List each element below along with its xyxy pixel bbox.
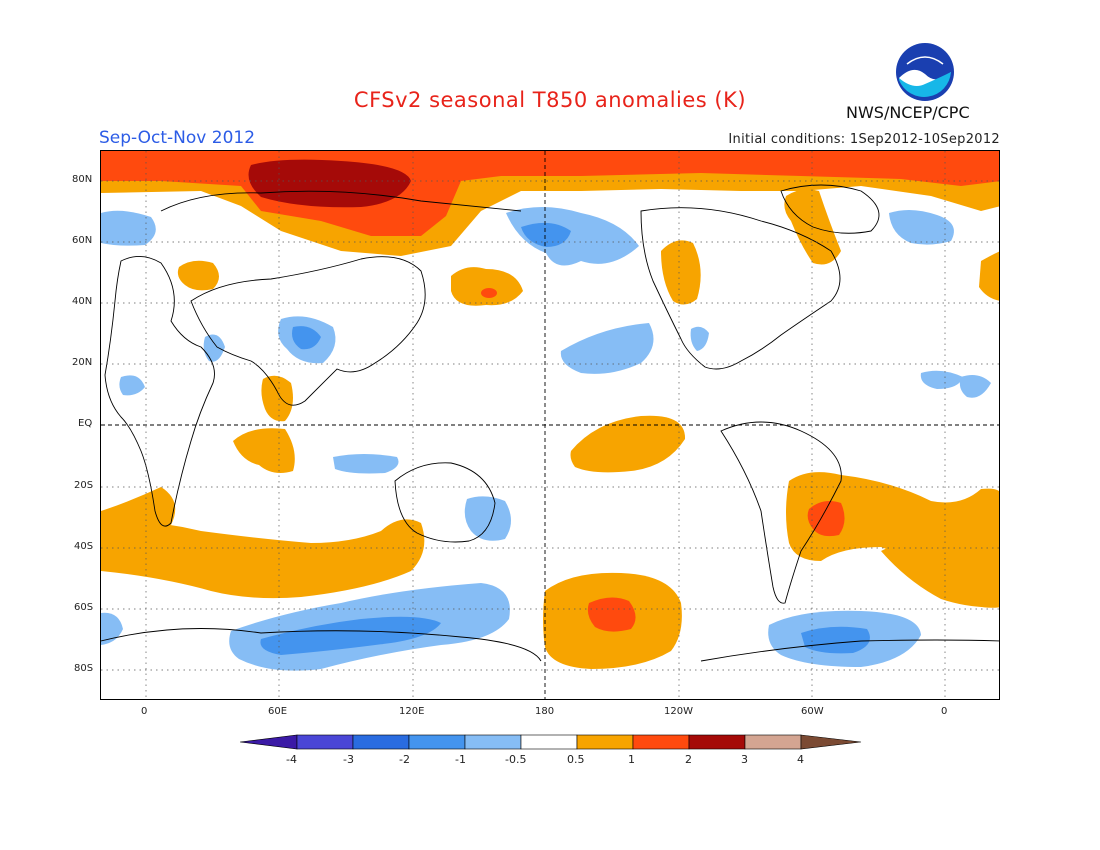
lon-label-180: 180: [535, 706, 555, 717]
colorbar-label-4: 4: [797, 753, 804, 766]
n-pacific-warm: [451, 267, 523, 306]
atlantic-cool-tropical-2: [959, 375, 991, 398]
greenland-cool: [889, 209, 954, 245]
mexico-cool: [690, 326, 709, 351]
colorbar: [240, 734, 862, 750]
equator-dateline: [101, 151, 999, 699]
season-label: Sep-Oct-Nov 2012: [99, 128, 256, 148]
lat-label-20n: 20N: [72, 357, 93, 368]
colorbar-swatch-3-4: [744, 734, 802, 750]
anomaly-map: [100, 150, 1000, 700]
lon-label-0-w: 0: [141, 706, 148, 717]
n-atlantic-warm-e: [979, 251, 999, 301]
lon-label-60w: 60W: [801, 706, 824, 717]
map-title: CFSv2 seasonal T850 anomalies (K): [353, 88, 747, 112]
bering-cool-core: [521, 222, 571, 247]
southern-ocean-warm-core: [587, 597, 636, 632]
europe-warm: [177, 260, 219, 291]
w-north-america-warm: [661, 240, 701, 305]
colorbar-label-neg1: -1: [455, 753, 466, 766]
lat-label-80n: 80N: [72, 174, 93, 185]
noaa-logo: [896, 43, 954, 101]
lat-label-40s: 40S: [74, 541, 94, 552]
lat-label-60s: 60S: [74, 602, 94, 613]
lon-label-0-e: 0: [941, 706, 948, 717]
atlantic-cool-w: [101, 210, 156, 246]
australia-cool: [464, 496, 511, 541]
lon-label-120w: 120W: [664, 706, 693, 717]
indian-ocean-cool: [333, 454, 399, 474]
africa-cool-w: [119, 375, 145, 396]
lat-label-eq: EQ: [78, 418, 93, 429]
s-indian-warm: [101, 519, 425, 599]
arctic-strong-warm: [248, 159, 411, 208]
coastlines: [101, 184, 999, 662]
lat-label-80s: 80S: [74, 663, 94, 674]
colorbar-label-neg4: -4: [286, 753, 297, 766]
colorbar-swatch-lt-4: [240, 734, 298, 750]
colorbar-label-2: 2: [685, 753, 692, 766]
lon-label-60e: 60E: [268, 706, 288, 717]
colorbar-swatch-2-3: [688, 734, 746, 750]
colorbar-label-05: 0.5: [567, 753, 585, 766]
colorbar-swatch-4-3: [296, 734, 354, 750]
lat-label-60n: 60N: [72, 235, 93, 246]
bering-cool: [506, 207, 639, 266]
agency-label: NWS/NCEP/CPC: [846, 103, 970, 122]
colorbar-label-neg3: -3: [343, 753, 354, 766]
anomaly-map-svg: [101, 151, 999, 699]
antarctic-cool-w-core: [801, 626, 870, 654]
india-warm: [261, 375, 293, 422]
colorbar-label-neg2: -2: [399, 753, 410, 766]
initial-conditions-label: Initial conditions: 1Sep2012-10Sep2012: [728, 132, 1000, 147]
colorbar-swatch-1-05: [464, 734, 522, 750]
n-pacific-warm-core: [481, 288, 497, 298]
africa-warm: [233, 428, 295, 473]
colorbar-swatch-3-2: [352, 734, 410, 750]
c-pacific-cool: [560, 323, 654, 374]
colorbar-swatch-gt-4: [800, 734, 862, 750]
colorbar-swatch-05-1: [576, 734, 634, 750]
asia-cool-core: [292, 326, 321, 350]
lat-label-20s: 20S: [74, 480, 94, 491]
antarctic-cool-e-core: [260, 616, 441, 655]
arabia-cool: [203, 334, 225, 362]
colorbar-label-1: 1: [628, 753, 635, 766]
lat-label-40n: 40N: [72, 296, 93, 307]
colorbar-swatch-neutral: [520, 734, 578, 750]
south-america-warm-core: [807, 501, 845, 537]
colorbar-label-neg05: -0.5: [505, 753, 527, 766]
atlantic-cool-tropical: [920, 370, 963, 389]
e-pacific-warm: [570, 415, 686, 473]
colorbar-swatch-2-1: [408, 734, 466, 750]
graticule: [101, 151, 999, 699]
colorbar-label-3: 3: [741, 753, 748, 766]
s-atlantic-warm-tail: [881, 537, 999, 608]
colorbar-swatch-1-2: [632, 734, 690, 750]
lon-label-120e: 120E: [399, 706, 425, 717]
